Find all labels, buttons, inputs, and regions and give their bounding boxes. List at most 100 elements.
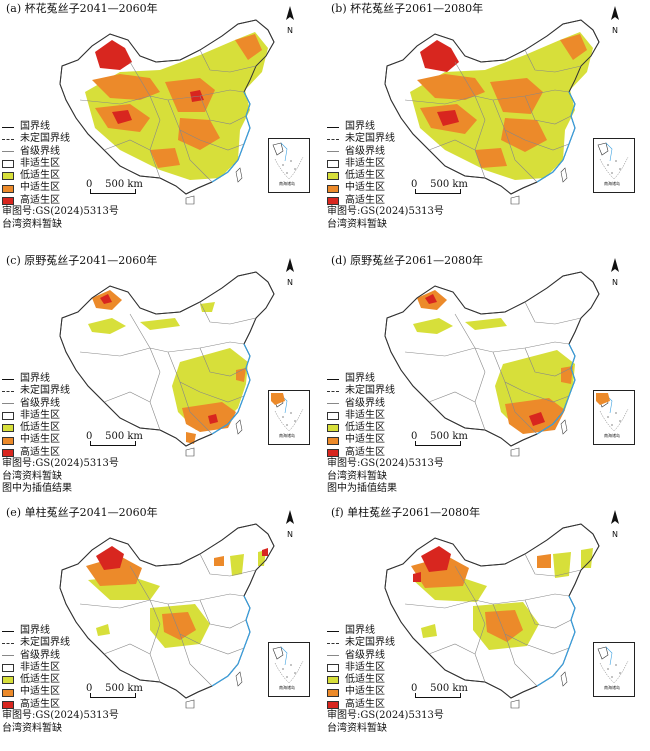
review-number: 审图号:GS(2024)5313号 <box>327 206 444 217</box>
legend-undetermined-border: 未定国界线 <box>20 637 70 649</box>
north-arrow-icon <box>611 6 619 20</box>
scale-bar: 0 500 km <box>86 431 143 446</box>
map-notes: 审图号:GS(2024)5313号 台湾资料暂缺 图中为插值结果 <box>327 458 444 496</box>
review-number: 审图号:GS(2024)5313号 <box>2 206 119 217</box>
legend-low: 低适生区 <box>20 674 60 686</box>
review-number: 审图号:GS(2024)5313号 <box>327 458 444 469</box>
legend-medium: 中适生区 <box>20 182 60 194</box>
south-china-sea-inset: 南海诸岛 <box>593 138 635 193</box>
scale-bar: 0 500 km <box>86 683 143 698</box>
legend-high: 高适生区 <box>20 194 60 206</box>
legend-medium: 中适生区 <box>20 686 60 698</box>
legend-national-border: 国界线 <box>20 121 50 132</box>
legend: 国界线 未定国界线 省级界线 非适生区 低适生区 中适生区 高适生区 <box>2 121 70 207</box>
panel-c: (c) 原野菟丝子2041—2060年 国界线 未定国界线 省级界线 非适生区 … <box>0 252 325 499</box>
legend-unsuitable: 非适生区 <box>345 409 385 421</box>
taiwan-note: 台湾资料暂缺 <box>327 470 387 482</box>
legend-undetermined-border: 未定国界线 <box>20 133 70 145</box>
south-china-sea-inset: 南海诸岛 <box>268 642 310 697</box>
north-arrow-icon <box>286 6 294 20</box>
legend-unsuitable: 非适生区 <box>20 157 60 169</box>
legend-low: 低适生区 <box>345 674 385 686</box>
legend-low: 低适生区 <box>345 422 385 434</box>
legend-medium: 中适生区 <box>345 182 385 194</box>
taiwan-note: 台湾资料暂缺 <box>2 470 62 482</box>
suitability-high <box>95 40 204 124</box>
legend-provincial-border: 省级界线 <box>345 397 385 409</box>
review-number: 审图号:GS(2024)5313号 <box>2 710 119 721</box>
south-china-sea-inset: 南海诸岛 <box>593 642 635 697</box>
legend-unsuitable: 非适生区 <box>345 661 385 673</box>
legend-medium: 中适生区 <box>345 434 385 446</box>
legend-undetermined-border: 未定国界线 <box>345 385 395 397</box>
legend-provincial-border: 省级界线 <box>20 649 60 661</box>
south-china-sea-inset: 南海诸岛 <box>593 390 635 445</box>
panel-f: (f) 单柱菟丝子2061—2080年 国界线 未定国界线 省级界线 非适生区 … <box>325 504 650 751</box>
map-notes: 审图号:GS(2024)5313号 台湾资料暂缺 图中为插值结果 <box>2 458 119 496</box>
legend-medium: 中适生区 <box>345 686 385 698</box>
china-map-c <box>59 271 275 457</box>
panel-a: (a) 杯花菟丝子2041—2060年 国界线 未定国界线 省级界线 非适生区 … <box>0 0 325 247</box>
legend-national-border: 国界线 <box>20 373 50 384</box>
taiwan-note: 台湾资料暂缺 <box>2 218 62 230</box>
china-map-f <box>384 523 600 709</box>
legend-high: 高适生区 <box>345 446 385 458</box>
legend-high: 高适生区 <box>20 698 60 710</box>
panel-title: (d) 原野菟丝子2061—2080年 <box>331 254 484 267</box>
panel-d: (d) 原野菟丝子2061—2080年 国界线 未定国界线 省级界线 非适生区 … <box>325 252 650 499</box>
suitability-high <box>100 294 218 424</box>
north-label: N <box>612 278 618 287</box>
north-label: N <box>612 26 618 35</box>
legend-national-border: 国界线 <box>20 625 50 636</box>
panel-b: (b) 杯花菟丝子2061—2080年 国界线 未定国界线 省级界线 非适生区 … <box>325 0 650 247</box>
scale-bar: 0 500 km <box>411 179 468 194</box>
taiwan-note: 台湾资料暂缺 <box>2 722 62 734</box>
legend-provincial-border: 省级界线 <box>345 145 385 157</box>
north-label: N <box>287 530 293 539</box>
panel-title: (c) 原野菟丝子2041—2060年 <box>6 254 158 267</box>
taiwan-note: 台湾资料暂缺 <box>327 218 387 230</box>
north-label: N <box>612 530 618 539</box>
legend-national-border: 国界线 <box>345 121 375 132</box>
suitability-medium <box>92 34 262 168</box>
suitability-high <box>413 546 451 582</box>
legend-national-border: 国界线 <box>345 625 375 636</box>
legend: 国界线 未定国界线 省级界线 非适生区 低适生区 中适生区 高适生区 <box>327 373 395 459</box>
north-arrow-icon <box>611 258 619 272</box>
north-label: N <box>287 26 293 35</box>
panel-title: (a) 杯花菟丝子2041—2060年 <box>6 2 158 15</box>
china-map-b <box>384 19 600 205</box>
north-label: N <box>287 278 293 287</box>
north-arrow-icon <box>611 510 619 524</box>
south-china-sea-inset: 南海诸岛 <box>268 390 310 445</box>
legend-unsuitable: 非适生区 <box>20 661 60 673</box>
legend-medium: 中适生区 <box>20 434 60 446</box>
suitability-high <box>425 294 545 426</box>
scale-bar: 0 500 km <box>86 179 143 194</box>
legend: 国界线 未定国界线 省级界线 非适生区 低适生区 中适生区 高适生区 <box>327 625 395 711</box>
north-arrow-icon <box>286 510 294 524</box>
panel-title: (f) 单柱菟丝子2061—2080年 <box>331 506 481 519</box>
map-notes: 审图号:GS(2024)5313号 台湾资料暂缺 <box>327 710 444 735</box>
review-number: 审图号:GS(2024)5313号 <box>327 710 444 721</box>
map-notes: 审图号:GS(2024)5313号 台湾资料暂缺 <box>2 710 119 735</box>
legend-high: 高适生区 <box>345 194 385 206</box>
scale-bar: 0 500 km <box>411 431 468 446</box>
interpolation-note: 图中为插值结果 <box>327 483 397 494</box>
legend-provincial-border: 省级界线 <box>345 649 385 661</box>
china-map-e <box>59 523 275 709</box>
legend-low: 低适生区 <box>20 422 60 434</box>
suitability-high <box>96 546 268 570</box>
interpolation-note: 图中为插值结果 <box>2 483 72 494</box>
legend-low: 低适生区 <box>20 170 60 182</box>
panel-e: (e) 单柱菟丝子2041—2060年 国界线 未定国界线 省级界线 非适生区 … <box>0 504 325 751</box>
legend-undetermined-border: 未定国界线 <box>345 133 395 145</box>
china-map-d <box>384 271 600 457</box>
suitability-high <box>420 40 459 126</box>
panel-title: (b) 杯花菟丝子2061—2080年 <box>331 2 484 15</box>
legend: 国界线 未定国界线 省级界线 非适生区 低适生区 中适生区 高适生区 <box>2 373 70 459</box>
china-map-a <box>59 19 275 205</box>
legend: 国界线 未定国界线 省级界线 非适生区 低适生区 中适生区 高适生区 <box>327 121 395 207</box>
map-notes: 审图号:GS(2024)5313号 台湾资料暂缺 <box>327 206 444 231</box>
legend-undetermined-border: 未定国界线 <box>20 385 70 397</box>
